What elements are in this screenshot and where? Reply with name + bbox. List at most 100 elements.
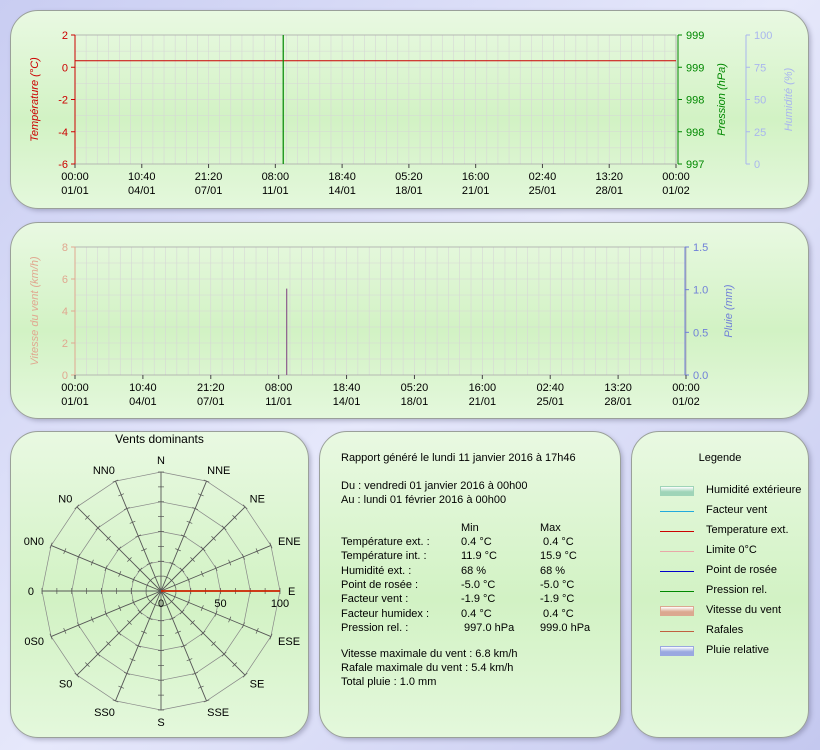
report-row-max: 999.0 hPa [540, 621, 591, 634]
rose-spoke-tick [179, 609, 185, 615]
x-tick-label-time: 05:20 [401, 382, 429, 394]
rose-direction-label: NNE [207, 465, 230, 477]
rose-spoke-tick [200, 605, 204, 611]
rose-spoke-tick [169, 578, 174, 583]
legend-label: Pluie relative [706, 644, 769, 656]
rose-spoke-tick [173, 582, 177, 589]
x-tick-label-time: 16:00 [469, 382, 497, 394]
report-row-label: Humidité ext. : [341, 564, 412, 577]
report-row-max: -5.0 °C [540, 578, 575, 591]
pressure-axis-title: Pression (hPa) [716, 63, 728, 136]
report-row-max: 0.4 °C [540, 536, 574, 548]
temperature-pressure-chart: 2 0 -2 -4 -6 999 999 998 998 997 100 75 50 25 0 Tempéra… [29, 30, 795, 197]
rose-spoke-tick [190, 620, 195, 625]
rose-spoke-tick [187, 576, 190, 583]
rose-spoke-tick [197, 493, 204, 497]
report-row-min: 0.4 °C [461, 536, 492, 548]
rose-spoke-tick [255, 627, 259, 634]
x-tick-label-time: 13:20 [595, 171, 623, 183]
x-tick-label-date: 11/01 [262, 185, 289, 197]
x-tick-label-time: 00:00 [672, 382, 700, 394]
legend-swatch [660, 551, 694, 552]
rose-spoke-tick [74, 672, 80, 678]
x-tick-label-time: 21:20 [195, 171, 223, 183]
humidity-axis-tick-label: 75 [754, 62, 766, 74]
rose-direction-label: N [157, 455, 165, 467]
rose-spoke-tick [146, 562, 153, 565]
report-row-min: 997.0 hPa [461, 621, 515, 634]
rain-axis-tick-label: 1.0 [693, 285, 708, 297]
legend-title: Legende [698, 452, 742, 464]
x-tick-label-date: 14/01 [328, 185, 356, 197]
x-tick-label-time: 18:40 [328, 171, 356, 183]
rose-spoke-tick [104, 610, 108, 617]
x-tick-label-date: 11/01 [265, 396, 292, 408]
x-tick-label-time: 00:00 [662, 171, 690, 183]
x-tick-label-time: 08:00 [265, 382, 293, 394]
rose-spoke-tick [118, 493, 125, 497]
humidity-axis-title: Humidité (%) [783, 67, 795, 131]
rose-spoke-tick [197, 685, 204, 689]
x-tick-label-time: 02:40 [536, 382, 564, 394]
rose-spoke-tick [255, 548, 259, 555]
report-generated: Rapport généré le lundi 11 janvier 2016 … [341, 452, 576, 464]
x-tick-label-date: 14/01 [333, 396, 361, 408]
rose-spoke-tick [90, 559, 94, 566]
rose-spoke-tick [118, 571, 122, 577]
humidity-axis-tick-label: 25 [754, 127, 766, 139]
x-tick-label-time: 13:20 [604, 382, 632, 394]
rose-spoke-tick [49, 542, 53, 549]
rose-spoke-tick [242, 672, 248, 678]
rose-spoke-tick [148, 578, 153, 583]
rose-direction-label: 0S0 [24, 636, 44, 648]
x-tick-label-time: 10:40 [129, 382, 157, 394]
rose-spoke-tick [175, 548, 181, 552]
rose-spoke-tick [241, 622, 245, 629]
rose-spoke-tick [232, 515, 237, 520]
rose-spoke-tick [163, 575, 170, 579]
report-row-min: 0.4 °C [461, 607, 492, 620]
rose-spoke-tick [269, 542, 273, 549]
legend-label: Point de rosée [706, 564, 777, 576]
humidity-axis-tick-label: 50 [754, 95, 766, 107]
rose-spoke-tick [200, 630, 206, 636]
rose-spoke-tick [49, 633, 53, 640]
rose-spoke-tick [169, 562, 176, 565]
report-row-min: 11.9 °C [461, 550, 497, 563]
legend-swatch [660, 591, 694, 592]
x-tick-label-date: 18/01 [401, 396, 429, 408]
rose-spoke-tick [116, 630, 122, 636]
rose-direction-label: NE [250, 493, 265, 505]
x-tick-label-time: 10:40 [128, 171, 156, 183]
rose-spoke-tick [95, 525, 101, 531]
rose-spoke-tick [90, 616, 94, 623]
rose-spoke-tick [85, 515, 90, 520]
report-row-max: 0.4 °C [540, 607, 574, 620]
rain-axis-title: Pluie (mm) [723, 284, 735, 338]
rose-spoke-tick [146, 617, 153, 620]
rose-spoke-tick [152, 575, 159, 579]
wind-rose-chart: N NNE NE ENE E ESE SE SSE S SS0 S0 0S0 0 0N0 N0 NN0 0 50 1… [24, 455, 301, 729]
rose-spoke-tick [127, 620, 132, 625]
x-tick-label-date: 25/01 [529, 185, 557, 197]
temperature-pressure-chart-panel: 2 0 -2 -4 -6 999 999 998 998 997 100 75 50 25 0 Tempéra… [10, 10, 809, 209]
rose-spoke-tick [145, 593, 149, 600]
rose-spoke-tick [192, 507, 199, 511]
x-tick-label-date: 07/01 [195, 185, 223, 197]
legend-label: Facteur vent [706, 504, 768, 516]
rose-spoke-tick [203, 699, 210, 703]
rose-spoke-tick [180, 534, 187, 538]
report-to: Au : lundi 01 février 2016 à 00h00 [341, 494, 507, 506]
rose-spoke-tick [221, 525, 227, 531]
temperature-axis-title: Température (°C) [29, 57, 41, 142]
rose-spoke-tick [141, 548, 147, 552]
x-tick-label-date: 21/01 [469, 396, 497, 408]
rose-spoke-tick [221, 651, 227, 657]
rose-spoke-tick [269, 633, 273, 640]
report-row-min: -5.0 °C [461, 578, 496, 591]
rose-spoke-tick [200, 571, 204, 577]
report-wind-max: Vitesse maximale du vent : 6.8 km/h [341, 648, 518, 660]
legend-label: Vitesse du vent [706, 604, 782, 616]
x-tick-label-time: 05:20 [395, 171, 423, 183]
rose-spoke-tick [145, 582, 149, 589]
